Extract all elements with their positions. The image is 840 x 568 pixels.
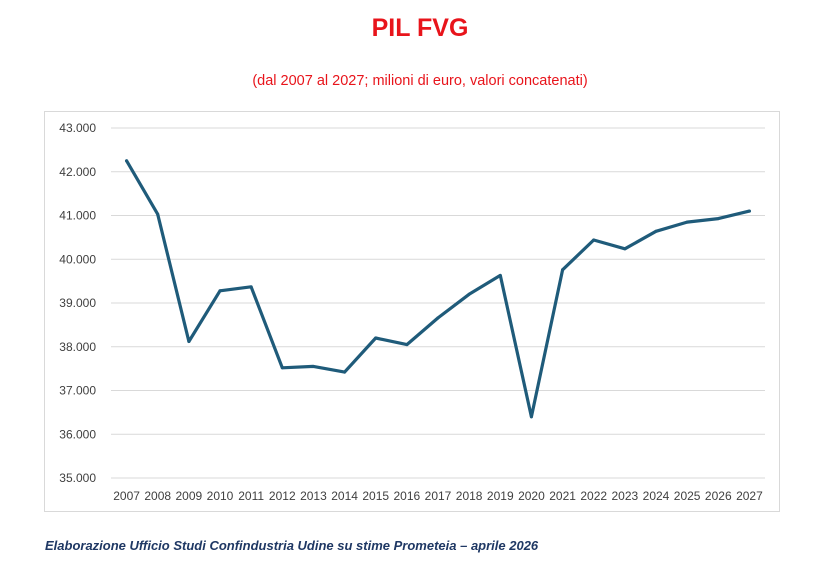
x-tick-label: 2024 <box>643 489 670 503</box>
y-tick-label: 41.000 <box>59 209 96 223</box>
y-tick-label: 43.000 <box>59 121 96 135</box>
y-tick-label: 36.000 <box>59 427 96 441</box>
y-tick-label: 39.000 <box>59 296 96 310</box>
x-tick-label: 2022 <box>580 489 607 503</box>
chart-title: PIL FVG <box>371 14 469 42</box>
x-tick-label: 2025 <box>674 489 701 503</box>
data-point <box>249 285 253 289</box>
x-tick-label: 2010 <box>207 489 234 503</box>
data-point <box>125 159 129 163</box>
y-tick-label: 38.000 <box>59 340 96 354</box>
x-axis-ticks: 2007 2008 2009 2010 2011 2012 2013 2014 2015 2016… <box>113 489 763 503</box>
chart-frame <box>44 111 780 512</box>
x-tick-label: 2009 <box>176 489 203 503</box>
data-point <box>561 268 565 272</box>
y-tick-label: 42.000 <box>59 165 96 179</box>
gridlines <box>111 127 765 479</box>
y-tick-label: 35.000 <box>59 471 96 485</box>
data-point <box>436 316 440 320</box>
x-tick-label: 2011 <box>238 489 264 503</box>
data-point <box>187 340 191 343</box>
x-tick-label: 2007 <box>113 489 140 503</box>
x-tick-label: 2013 <box>300 489 327 503</box>
y-axis-ticks: 35.000 36.000 37.000 38.000 39.000 40.000 41.0… <box>59 121 96 485</box>
data-point <box>498 273 502 277</box>
data-point <box>467 292 471 296</box>
x-tick-label: 2014 <box>331 489 358 503</box>
x-tick-label: 2020 <box>518 489 545 503</box>
data-point <box>280 366 284 370</box>
data-point <box>156 212 160 216</box>
data-point <box>311 364 315 368</box>
x-tick-label: 2026 <box>705 489 732 503</box>
x-tick-label: 2019 <box>487 489 514 503</box>
data-point <box>405 343 409 347</box>
x-tick-label: 2012 <box>269 489 296 503</box>
data-point <box>529 415 533 419</box>
x-tick-label: 2015 <box>362 489 389 503</box>
data-point <box>343 370 347 374</box>
x-tick-label: 2017 <box>425 489 452 503</box>
x-tick-label: 2016 <box>394 489 421 503</box>
source-note: Elaborazione Ufficio Studi Confindustria… <box>45 538 539 553</box>
data-point <box>747 209 751 213</box>
series-line <box>124 159 752 419</box>
data-point <box>218 289 222 293</box>
data-point <box>716 217 720 221</box>
x-tick-label: 2021 <box>549 489 576 503</box>
x-tick-label: 2008 <box>144 489 171 503</box>
x-tick-label: 2027 <box>736 489 763 503</box>
data-point <box>685 220 689 224</box>
data-point <box>374 336 378 340</box>
data-point <box>623 247 627 251</box>
y-tick-label: 40.000 <box>59 252 96 266</box>
chart-subtitle: (dal 2007 al 2027; milioni di euro, valo… <box>252 73 588 89</box>
data-point <box>654 229 658 233</box>
y-tick-label: 37.000 <box>59 384 96 398</box>
data-point <box>592 238 596 242</box>
series-layer <box>124 159 752 419</box>
x-tick-label: 2018 <box>456 489 483 503</box>
x-tick-label: 2023 <box>612 489 639 503</box>
